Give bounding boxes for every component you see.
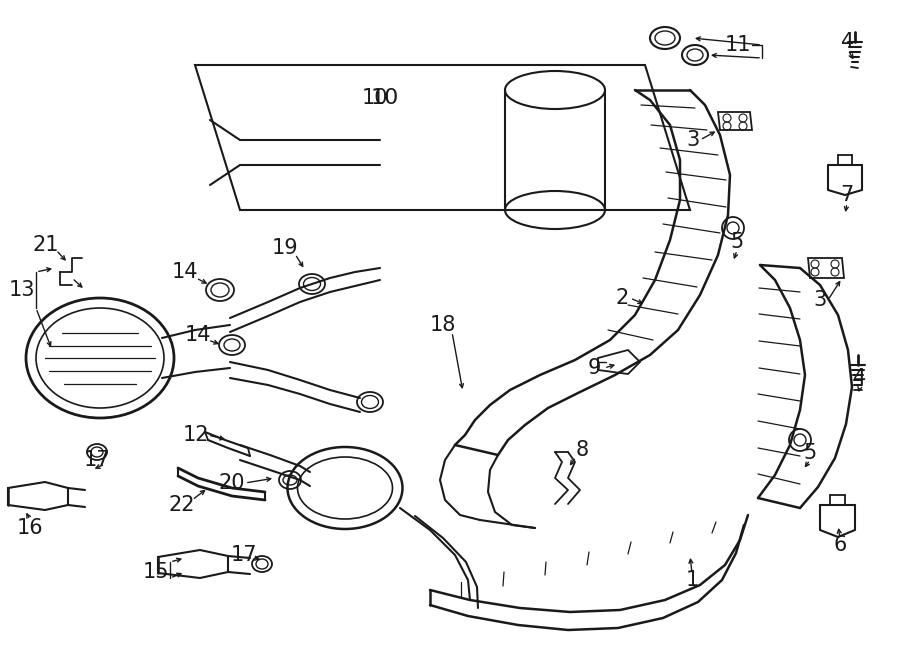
Text: 7: 7 <box>841 185 853 205</box>
Text: 20: 20 <box>219 473 245 493</box>
Text: 6: 6 <box>833 535 847 555</box>
Text: 1: 1 <box>686 570 698 590</box>
Text: 13: 13 <box>9 280 35 300</box>
Text: 10: 10 <box>371 88 400 108</box>
Text: 4: 4 <box>853 368 867 388</box>
Text: 10: 10 <box>362 88 388 108</box>
Text: 19: 19 <box>272 238 298 258</box>
Text: 14: 14 <box>184 325 212 345</box>
Text: 9: 9 <box>588 358 600 378</box>
Text: 8: 8 <box>575 440 589 460</box>
Text: 22: 22 <box>169 495 195 515</box>
Text: 21: 21 <box>32 235 59 255</box>
Text: 5: 5 <box>731 232 743 252</box>
Text: 4: 4 <box>842 32 855 52</box>
Text: 3: 3 <box>687 130 699 150</box>
Text: 5: 5 <box>804 443 816 463</box>
Text: 17: 17 <box>84 450 110 470</box>
Text: 2: 2 <box>616 288 628 308</box>
Text: 14: 14 <box>172 262 198 282</box>
Text: 18: 18 <box>430 315 456 335</box>
Text: 16: 16 <box>17 518 43 538</box>
Text: 3: 3 <box>814 290 826 310</box>
Text: 15: 15 <box>143 562 169 582</box>
Text: 17: 17 <box>230 545 257 565</box>
Text: 11: 11 <box>724 35 751 55</box>
Text: 12: 12 <box>183 425 209 445</box>
